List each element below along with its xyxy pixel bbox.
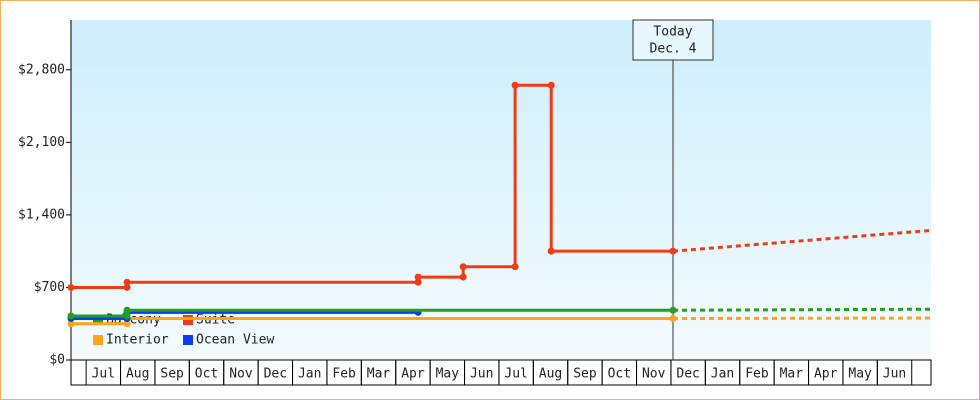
forecast-line [672,228,932,253]
x-tick-label: Feb [745,367,769,382]
x-tick-label: Jun [470,367,493,382]
y-tick-label: $2,800 [18,62,65,77]
y-tick-label: $700 [34,280,65,295]
legend-label: Ocean View [196,333,274,348]
data-point [67,312,75,320]
x-tick-label: Aug [126,367,149,382]
data-point [414,273,422,281]
x-tick-label: Sep [573,367,597,382]
y-tick-label: $2,100 [18,135,65,150]
data-point [511,81,519,89]
x-tick-label: Nov [642,367,666,382]
x-tick-label: Dec [264,367,287,382]
x-tick-label: Jun [883,367,906,382]
x-tick-label: May [848,367,872,382]
x-tick-label: Jan [711,367,734,382]
data-point [547,247,555,255]
data-point [459,263,467,271]
x-tick-label: Apr [814,367,838,382]
x-tick-label: Oct [195,367,218,382]
x-tick-label: Mar [780,367,804,382]
forecast-line [672,307,932,312]
data-point [67,320,75,328]
today-label: Dec. 4 [650,42,697,57]
x-tick [876,359,913,386]
data-point [547,81,555,89]
data-point [669,315,677,323]
x-tick-label: Aug [539,367,562,382]
data-point [414,278,422,286]
today-label: Today [653,25,692,40]
data-point [123,312,131,320]
data-point [511,263,519,271]
data-point [669,247,677,255]
data-point [123,283,131,291]
data-point [123,306,131,314]
x-tick-label: Mar [367,367,391,382]
x-tick-label: Dec [676,367,699,382]
x-tick-label: Nov [229,367,253,382]
today-box [632,19,714,61]
x-tick-label: Jan [298,367,321,382]
data-point [123,320,131,328]
plot-area [71,20,931,360]
legend-swatch [183,335,193,345]
x-tick-label: Jul [92,367,115,382]
forecast-line [672,316,932,321]
x-tick-label: Jul [504,367,527,382]
x-tick-label: Feb [332,367,356,382]
data-point [459,273,467,281]
x-tick-label: Sep [160,367,184,382]
x-tick-label: Oct [608,367,631,382]
legend-swatch [93,335,103,345]
data-point [669,306,677,314]
data-point [123,278,131,286]
x-tick-label: Apr [401,367,425,382]
y-tick-label: $0 [49,353,65,368]
x-tick-label: May [436,367,460,382]
y-tick-label: $1,400 [18,207,65,222]
legend-label: Interior [106,333,169,348]
data-point [67,283,75,291]
